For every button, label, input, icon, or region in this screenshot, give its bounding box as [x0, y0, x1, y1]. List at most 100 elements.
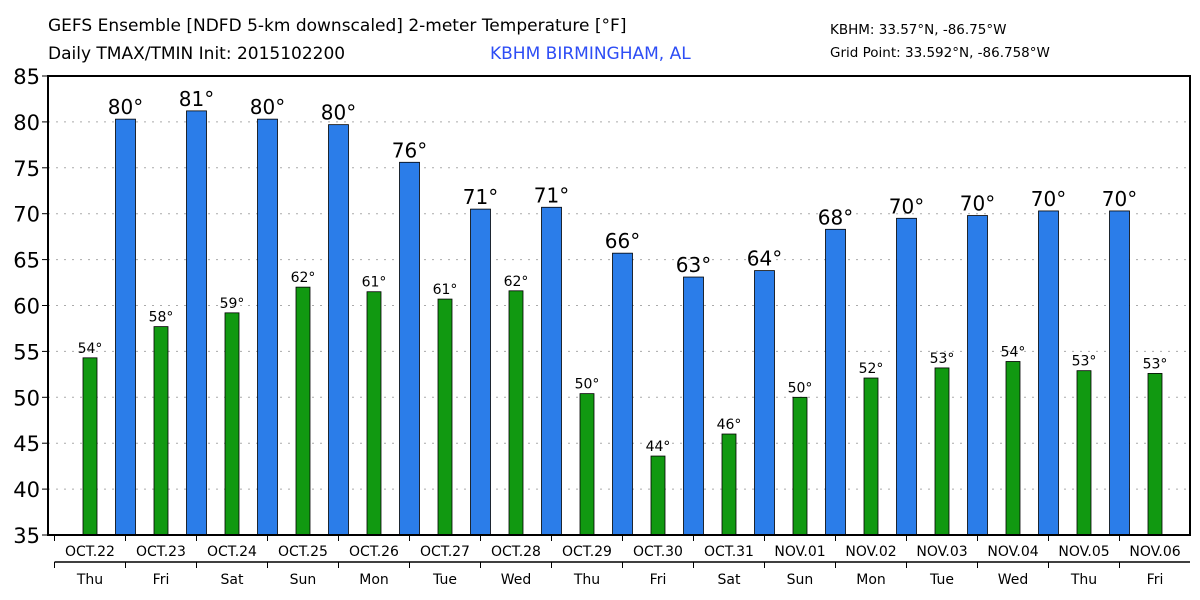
tmax-label: 80° [321, 101, 356, 125]
chart-subtitle: Daily TMAX/TMIN Init: 2015102200 [48, 44, 346, 64]
tmax-bar [754, 270, 775, 536]
grid-point-coords: Grid Point: 33.592°N, -86.758°W [830, 45, 1050, 61]
tmin-bar [295, 286, 311, 536]
y-tick-label: 60 [13, 295, 40, 319]
weekday-label: Sun [787, 572, 814, 588]
tmax-label: 66° [605, 229, 640, 253]
tmax-bar [1038, 210, 1059, 536]
date-label: OCT.28 [491, 544, 541, 560]
date-label: OCT.24 [207, 544, 257, 560]
y-tick-label: 50 [13, 386, 40, 410]
plot-frame [47, 75, 1191, 536]
weekday-label: Wed [501, 572, 532, 588]
tmin-label: 50° [575, 377, 600, 393]
weekday-label: Tue [432, 572, 457, 588]
date-label: NOV.04 [987, 544, 1038, 560]
tmax-label: 76° [392, 138, 427, 162]
weekday-label: Wed [998, 572, 1029, 588]
date-label: OCT.22 [65, 544, 115, 560]
tmax-label: 70° [1102, 187, 1137, 211]
tmin-label: 54° [78, 341, 103, 357]
tmax-bar [1109, 210, 1130, 536]
date-label: OCT.31 [704, 544, 754, 560]
date-label: NOV.03 [916, 544, 967, 560]
weekday-label: Sat [221, 572, 244, 588]
station-name: KBHM BIRMINGHAM, AL [490, 44, 691, 64]
date-label: NOV.02 [845, 544, 896, 560]
date-label: OCT.26 [349, 544, 399, 560]
tmax-label: 68° [818, 205, 853, 229]
y-tick-label: 85 [13, 65, 40, 89]
tmin-bar [82, 357, 98, 536]
tmin-label: 53° [1072, 354, 1097, 370]
tmax-label: 64° [747, 247, 782, 271]
weekday-label: Thu [1070, 572, 1097, 588]
station-coords: KBHM: 33.57°N, -86.75°W [830, 22, 1007, 38]
y-tick-label: 80 [13, 111, 40, 135]
tmax-bar [186, 110, 207, 536]
weekday-label: Sun [290, 572, 317, 588]
tmin-bar [792, 396, 808, 536]
y-tick-label: 40 [13, 478, 40, 502]
tmin-bar [508, 290, 524, 536]
weekday-label: Fri [650, 572, 667, 588]
y-tick-label: 70 [13, 203, 40, 227]
tmax-bar [470, 208, 491, 536]
tmin-bar [650, 455, 666, 536]
tmin-bar [1076, 370, 1092, 536]
tmin-bar [153, 326, 169, 536]
y-tick-label: 65 [13, 249, 40, 273]
tmin-label: 61° [362, 275, 387, 291]
tmin-label: 62° [291, 270, 316, 286]
tmax-label: 80° [108, 95, 143, 119]
tmin-label: 54° [1001, 344, 1026, 360]
tmax-label: 70° [960, 192, 995, 216]
y-tick-label: 55 [13, 340, 40, 364]
date-label: NOV.05 [1058, 544, 1109, 560]
weekday-label: Mon [359, 572, 389, 588]
tmax-bar [612, 252, 633, 536]
tmin-bar [1005, 361, 1021, 536]
tmin-bar [721, 433, 737, 536]
weekday-label: Tue [929, 572, 954, 588]
y-tick-label: 75 [13, 157, 40, 181]
tmax-bar [257, 118, 278, 536]
tmax-label: 63° [676, 253, 711, 277]
tmin-label: 61° [433, 282, 458, 298]
date-label: OCT.25 [278, 544, 328, 560]
tmax-bar [683, 276, 704, 536]
tmin-bar [863, 377, 879, 536]
tmax-label: 70° [1031, 187, 1066, 211]
weekday-label: Fri [1147, 572, 1164, 588]
y-tick-label: 35 [13, 524, 40, 548]
tmin-bar [366, 291, 382, 536]
tmax-bar [328, 124, 349, 536]
weekday-label: Thu [76, 572, 103, 588]
weekday-label: Sat [718, 572, 741, 588]
tmin-label: 46° [717, 417, 742, 433]
tmax-bar [896, 217, 917, 536]
tmax-label: 70° [889, 194, 924, 218]
tmin-label: 53° [930, 351, 955, 367]
tmin-label: 52° [859, 361, 884, 377]
tmin-bar [224, 312, 240, 536]
tmin-label: 58° [149, 310, 174, 326]
tmin-label: 50° [788, 380, 813, 396]
date-label: OCT.30 [633, 544, 683, 560]
date-label: NOV.01 [774, 544, 825, 560]
date-label: NOV.06 [1129, 544, 1180, 560]
y-tick-label: 45 [13, 432, 40, 456]
weekday-label: Mon [856, 572, 886, 588]
tmax-bar [825, 228, 846, 536]
tmax-label: 80° [250, 95, 285, 119]
weekday-label: Fri [153, 572, 170, 588]
tmax-bar [115, 118, 136, 536]
tmax-label: 71° [534, 183, 569, 207]
date-label: OCT.23 [136, 544, 186, 560]
tmin-label: 53° [1143, 356, 1168, 372]
chart-title: GEFS Ensemble [NDFD 5-km downscaled] 2-m… [48, 16, 627, 36]
tmin-label: 59° [220, 296, 245, 312]
tmin-bar [934, 367, 950, 536]
